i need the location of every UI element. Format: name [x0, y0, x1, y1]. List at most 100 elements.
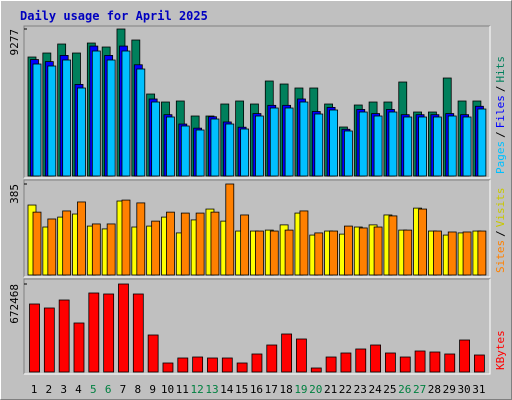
x-tick-label: 31: [472, 383, 485, 396]
legend-entry: Sites: [494, 240, 507, 273]
bar: [433, 230, 442, 276]
x-tick-label: 27: [413, 383, 426, 396]
bar: [121, 50, 131, 177]
bar: [344, 225, 353, 276]
bar: [210, 118, 220, 177]
x-tick-label: 30: [457, 383, 470, 396]
bar: [310, 367, 322, 373]
bar: [47, 218, 57, 276]
bar: [281, 333, 293, 373]
bar: [477, 108, 487, 177]
bar: [236, 362, 248, 373]
bar: [32, 211, 42, 276]
x-tick-label: 23: [354, 383, 367, 396]
x-tick-label: 19: [294, 383, 307, 396]
bar: [314, 232, 324, 276]
legend-separator: /: [494, 230, 507, 237]
bar: [47, 65, 57, 177]
bar: [177, 357, 189, 373]
legend-entry: Pages: [494, 141, 507, 174]
bar: [240, 128, 250, 177]
y-tick-label: 385: [8, 184, 21, 204]
bar: [29, 303, 40, 373]
bar: [151, 220, 161, 276]
legend: Pages / Files / Hits: [494, 56, 507, 174]
bar: [106, 223, 116, 276]
bar: [251, 353, 263, 373]
bar: [77, 201, 86, 276]
legend-entry: Files: [494, 95, 507, 128]
bar: [180, 212, 190, 276]
legend-entry: Visits: [494, 188, 507, 228]
bar: [225, 123, 235, 177]
bar: [355, 348, 367, 373]
panel-bevel: [23, 25, 490, 178]
x-tick-label: 29: [443, 383, 456, 396]
bar: [284, 229, 294, 276]
bar: [240, 214, 250, 276]
x-tick-label: 20: [309, 383, 322, 396]
bar: [269, 107, 279, 177]
bar: [447, 231, 457, 276]
bar: [43, 307, 55, 373]
bar: [166, 116, 175, 177]
bar: [91, 223, 101, 276]
bar: [225, 183, 235, 276]
bar: [418, 208, 427, 276]
bar: [192, 356, 204, 373]
bar: [207, 357, 218, 373]
bar: [147, 334, 159, 373]
x-tick-label: 26: [398, 383, 411, 396]
bar: [91, 50, 101, 177]
bar: [329, 230, 339, 276]
x-tick-label: 15: [235, 383, 248, 396]
panel-bevel: [23, 278, 490, 374]
bar: [58, 299, 70, 373]
bar: [403, 229, 413, 276]
bar: [299, 210, 309, 276]
bar: [136, 68, 146, 177]
bar: [299, 101, 309, 177]
bar: [373, 226, 383, 276]
x-tick-label: 22: [339, 383, 352, 396]
bar: [296, 338, 307, 373]
bar: [399, 356, 411, 373]
panel-bevel: [24, 180, 491, 278]
bar: [459, 339, 470, 373]
x-tick-label: 18: [279, 383, 292, 396]
bar: [166, 211, 175, 276]
bar: [269, 230, 279, 276]
legend-separator: /: [494, 131, 507, 138]
legend: KBytes: [494, 330, 507, 370]
x-tick-label: 12: [191, 383, 204, 396]
x-tick-label: 8: [134, 383, 141, 396]
x-tick-label: 3: [60, 383, 67, 396]
x-tick-label: 17: [265, 383, 278, 396]
x-tick-label: 24: [368, 383, 382, 396]
bar: [136, 202, 146, 276]
bar: [414, 350, 426, 373]
bar: [329, 109, 339, 177]
bar: [221, 357, 233, 373]
bar: [433, 116, 442, 177]
bar: [88, 292, 100, 373]
bar: [73, 322, 85, 373]
y-tick-label: 9277: [8, 29, 21, 56]
bar: [210, 211, 220, 276]
panel-bevel: [24, 279, 491, 375]
legend: Sites / Visits: [494, 188, 507, 274]
bar: [118, 283, 129, 373]
bar: [32, 63, 42, 177]
bar: [388, 111, 398, 177]
bar: [477, 230, 487, 276]
bar: [358, 111, 368, 177]
bar: [151, 101, 161, 177]
bar: [418, 116, 427, 177]
x-tick-label: 10: [161, 383, 174, 396]
bar: [385, 352, 396, 373]
bar: [195, 129, 205, 177]
bar: [62, 210, 72, 276]
y-tick-label: 672468: [8, 284, 21, 324]
